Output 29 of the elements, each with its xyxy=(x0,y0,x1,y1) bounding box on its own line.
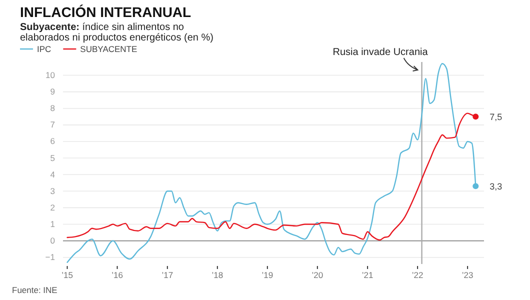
y-tick-label: 0 xyxy=(50,236,56,246)
y-tick-label: 8 xyxy=(50,103,56,114)
y-tick-label: 4 xyxy=(50,169,56,180)
x-tick-label: ’19 xyxy=(262,270,274,280)
x-tick-label: ’22 xyxy=(412,270,424,280)
x-tick-label: ’23 xyxy=(462,270,474,280)
y-tick-label: 2 xyxy=(50,202,56,212)
y-tick-label: 1 xyxy=(50,218,56,229)
y-tick-label: −1 xyxy=(45,252,56,262)
y-tick-label: 10 xyxy=(46,70,56,80)
x-tick-label: ’21 xyxy=(362,270,374,280)
y-tick-label: 9 xyxy=(50,86,56,97)
chart-title: INFLACIÓN INTERANUAL xyxy=(20,4,192,20)
x-tick-label: ’15 xyxy=(62,270,74,280)
source-note: Fuente: INE xyxy=(12,285,58,295)
x-tick-label: ’17 xyxy=(162,270,174,280)
ref-line-label: Rusia invade Ucrania xyxy=(332,47,428,58)
y-tick-label: 7 xyxy=(50,120,56,130)
legend-label: IPC xyxy=(37,44,52,54)
chart-subtitle: Subyacente: índice sin alimentos no elaborados ni productos energéticos (en %) xyxy=(20,22,214,44)
annotation: 7,5 xyxy=(490,112,502,122)
y-tick-label: 3 xyxy=(50,186,56,196)
x-tick-label: ’18 xyxy=(212,270,224,280)
y-tick-label: 6 xyxy=(50,136,56,146)
y-tick-label: 5 xyxy=(50,152,56,163)
annotation: 3,3 xyxy=(490,182,502,192)
x-tick-label: ’16 xyxy=(112,270,124,280)
x-tick-label: ’20 xyxy=(312,270,324,280)
legend-label: SUBYACENTE xyxy=(80,44,138,54)
